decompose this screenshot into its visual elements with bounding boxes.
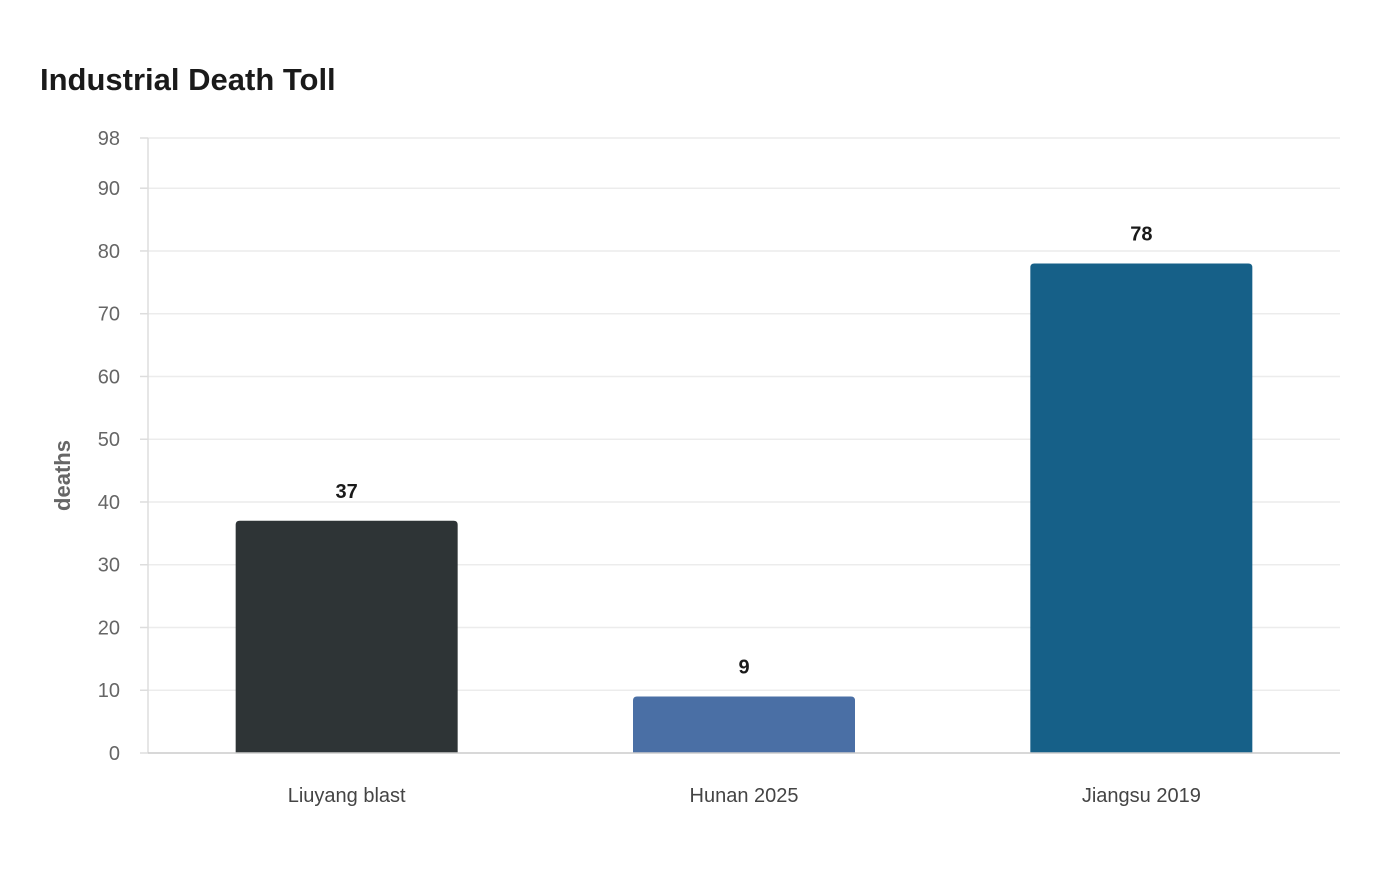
data-label: 37 bbox=[336, 481, 358, 503]
y-tick-label: 50 bbox=[98, 429, 120, 451]
bar bbox=[633, 696, 855, 753]
y-tick-label: 20 bbox=[98, 617, 120, 639]
chart-title: Industrial Death Toll bbox=[40, 62, 336, 97]
y-tick-label: 0 bbox=[109, 743, 120, 765]
bars bbox=[235, 263, 1253, 753]
y-tick-label: 80 bbox=[98, 241, 120, 263]
data-label: 9 bbox=[738, 657, 749, 679]
x-tick-label: Liuyang blast bbox=[288, 785, 406, 807]
y-axis-label: deaths bbox=[50, 440, 75, 511]
x-tick-label: Jiangsu 2019 bbox=[1082, 785, 1201, 807]
x-axis-ticks: Liuyang blast Hunan 2025 Jiangsu 2019 bbox=[288, 785, 1201, 807]
data-labels: 37 9 78 bbox=[336, 224, 1153, 679]
data-label: 78 bbox=[1130, 224, 1152, 246]
bar bbox=[235, 520, 458, 753]
y-tick-label: 60 bbox=[98, 366, 120, 388]
bar bbox=[1030, 263, 1253, 753]
y-tick-label: 70 bbox=[98, 304, 120, 326]
y-tick-label: 40 bbox=[98, 492, 120, 514]
y-axis-ticks: 0 10 20 30 40 50 60 70 80 90 98 bbox=[98, 128, 148, 765]
y-tick-label: 10 bbox=[98, 680, 120, 702]
y-tick-label: 98 bbox=[98, 128, 120, 150]
y-tick-label: 30 bbox=[98, 555, 120, 577]
x-tick-label: Hunan 2025 bbox=[690, 785, 799, 807]
y-tick-label: 90 bbox=[98, 178, 120, 200]
